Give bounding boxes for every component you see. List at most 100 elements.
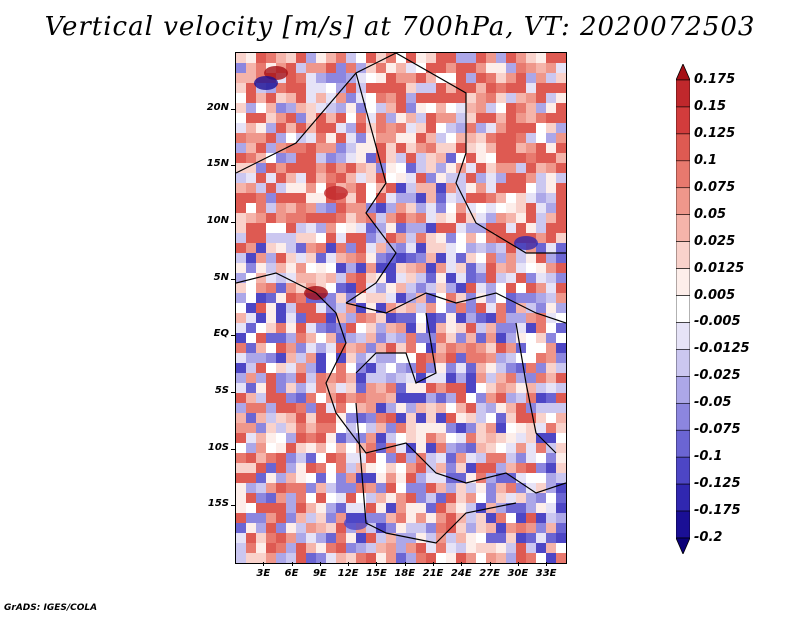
field-cell [286,103,296,113]
field-cell [416,323,426,333]
field-cell [376,403,386,413]
field-cell [386,143,396,153]
field-cell [516,103,526,113]
field-cell [336,533,346,543]
field-cell [446,83,456,93]
field-cell [276,243,286,253]
field-cell [556,153,566,163]
colorbar-label: -0.175 [694,503,741,519]
field-cell [326,143,336,153]
field-cell [426,63,436,73]
field-cell [466,83,476,93]
field-cell [356,183,366,193]
field-cell [516,273,526,283]
field-cell [256,533,266,543]
field-cell [416,63,426,73]
field-cell [496,173,506,183]
field-cell [256,453,266,463]
field-cell [556,353,566,363]
field-cell [336,263,346,273]
field-cell [556,513,566,523]
field-cell [316,393,326,403]
field-cell [336,63,346,73]
field-cell [236,103,246,113]
field-cell [536,413,546,423]
field-cell [446,63,456,73]
field-cell [456,53,466,63]
field-cell [456,273,466,283]
field-cell [296,303,306,313]
field-cell [456,253,466,263]
colorbar-segment [676,322,690,350]
field-cell [366,553,376,563]
field-cell [236,303,246,313]
field-cell [396,483,406,493]
field-cell [276,543,286,553]
field-cell [466,123,476,133]
field-cell [396,73,406,83]
country-border [345,292,566,324]
field-cell [536,353,546,363]
field-cell [336,553,346,563]
field-cell [386,463,396,473]
field-cell [356,263,366,273]
field-cell [356,273,366,283]
field-cell [346,213,356,223]
field-cell [346,193,356,203]
field-cell [476,323,486,333]
field-cell [476,123,486,133]
field-cell [456,363,466,373]
field-cell [426,453,436,463]
field-cell [366,363,376,373]
field-cell [456,113,466,123]
field-cell [416,483,426,493]
field-cell [336,413,346,423]
field-cell [556,63,566,73]
field-cell [456,123,466,133]
field-cell [296,143,306,153]
field-cell [516,193,526,203]
field-cell [486,163,496,173]
field-cell [316,463,326,473]
field-cell [306,463,316,473]
colorbar-label: 0.125 [694,125,736,141]
field-cell [406,243,416,253]
field-cell [286,53,296,63]
field-cell [476,143,486,153]
field-cell [546,543,556,553]
field-cell [406,233,416,243]
field-cell [436,463,446,473]
field-cell [356,473,366,483]
field-cell [246,393,256,403]
field-cell [246,73,256,83]
field-cell [326,53,336,63]
field-cell [316,193,326,203]
field-cell [296,463,306,473]
field-cell [336,383,346,393]
field-cell [426,133,436,143]
field-cell [546,413,556,423]
field-cell [406,173,416,183]
field-cell [446,303,456,313]
field-cell [496,153,506,163]
field-cell [366,263,376,273]
field-cell [266,53,276,63]
field-cell [266,453,276,463]
field-cell [486,533,496,543]
field-cell [466,213,476,223]
field-cell [316,433,326,443]
field-cell [366,193,376,203]
y-tick-mark [231,278,235,280]
field-cell [256,163,266,173]
field-cell [436,103,446,113]
field-cell [496,513,506,523]
field-cell [296,283,306,293]
field-cell [236,163,246,173]
field-cell [346,373,356,383]
field-cell [436,83,446,93]
field-cell [456,133,466,143]
field-cell [256,133,266,143]
field-cell [306,303,316,313]
field-cell [416,93,426,103]
field-cell [336,53,346,63]
